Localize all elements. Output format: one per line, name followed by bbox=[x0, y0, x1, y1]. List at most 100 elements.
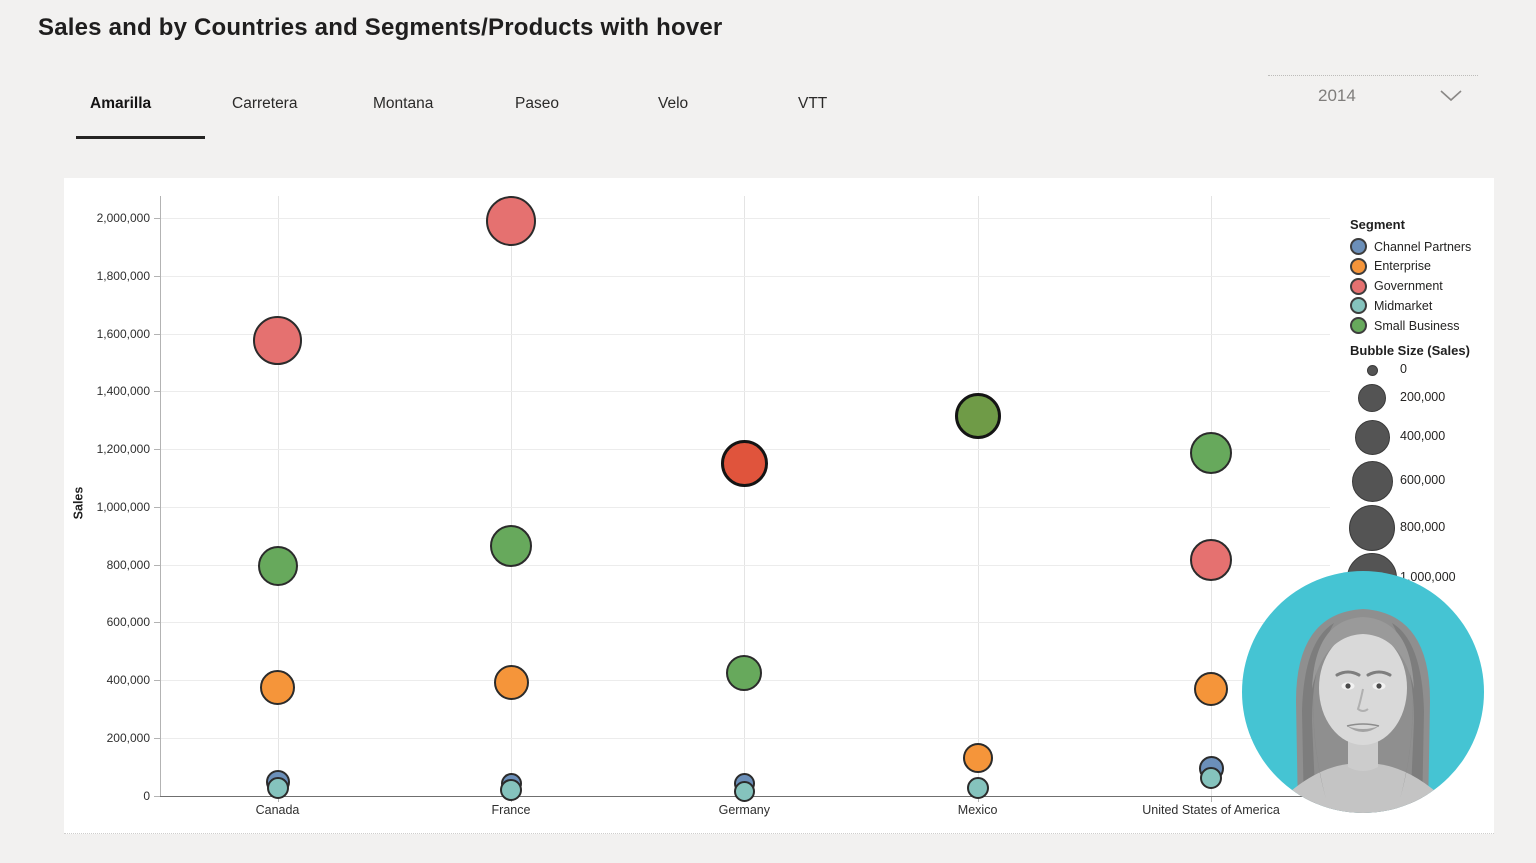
y-tick-mark bbox=[154, 622, 160, 624]
gridline-vertical bbox=[1211, 196, 1212, 796]
gridline-vertical bbox=[277, 196, 279, 796]
bubble-canada-small-business[interactable] bbox=[257, 545, 298, 586]
y-tick-mark bbox=[154, 333, 160, 335]
gridline-horizontal bbox=[160, 506, 1330, 508]
year-filter-dropdown[interactable]: 2014 bbox=[1268, 75, 1478, 115]
gridline-horizontal bbox=[160, 391, 1330, 393]
legend-item-label: Enterprise bbox=[1374, 259, 1431, 274]
bubble-france-midmarket[interactable] bbox=[500, 778, 522, 801]
size-legend-label: 800,000 bbox=[1400, 520, 1446, 534]
legend-item-enterprise[interactable]: Enterprise bbox=[1350, 257, 1431, 275]
bubble-germany-government[interactable] bbox=[720, 439, 768, 487]
y-axis-tick-label: 2,000,000 bbox=[96, 211, 150, 225]
y-axis-tick-label: 200,000 bbox=[106, 730, 150, 745]
bubble-canada-midmarket[interactable] bbox=[266, 776, 289, 799]
legend-item-government[interactable]: Government bbox=[1350, 277, 1443, 295]
page-title: Sales and by Countries and Segments/Prod… bbox=[38, 14, 723, 41]
segment-legend-title: Segment bbox=[1350, 217, 1405, 232]
y-axis-tick-label: 400,000 bbox=[106, 673, 150, 687]
year-filter-value: 2014 bbox=[1318, 85, 1356, 105]
y-axis-tick-label: 0 bbox=[143, 788, 150, 803]
tab-montana[interactable]: Montana bbox=[373, 95, 434, 112]
tab-amarilla[interactable]: Amarilla bbox=[90, 95, 152, 112]
y-tick-mark bbox=[154, 218, 160, 219]
size-legend-label: 600,000 bbox=[1400, 473, 1446, 487]
size-legend-label: 1,000,000 bbox=[1400, 570, 1456, 584]
bubble-mexico-small-business[interactable] bbox=[954, 392, 1001, 439]
tab-velo[interactable]: Velo bbox=[658, 95, 689, 112]
y-tick-mark bbox=[154, 795, 160, 797]
bubble-mexico-midmarket[interactable] bbox=[966, 777, 989, 800]
midmarket-swatch-icon bbox=[1350, 297, 1367, 315]
x-tick-mark bbox=[1211, 796, 1212, 802]
size-legend-label: 200,000 bbox=[1400, 390, 1446, 404]
bubble-united-states-of-america-enterprise[interactable] bbox=[1194, 671, 1228, 706]
bubble-united-states-of-america-government[interactable] bbox=[1190, 539, 1232, 582]
tab-paseo[interactable]: Paseo bbox=[515, 95, 559, 112]
x-axis-category-label: Mexico bbox=[957, 803, 998, 817]
x-tick-mark bbox=[977, 796, 979, 802]
bubble-united-states-of-america-midmarket[interactable] bbox=[1200, 767, 1222, 790]
size-legend-label: 0 bbox=[1400, 362, 1407, 376]
gridline-vertical bbox=[511, 196, 512, 796]
y-axis-tick-label: 1,800,000 bbox=[96, 268, 150, 283]
bubble-germany-midmarket[interactable] bbox=[733, 780, 755, 802]
size-legend-circle bbox=[1354, 419, 1390, 455]
government-swatch-icon bbox=[1350, 277, 1367, 295]
size-legend-label: 400,000 bbox=[1400, 429, 1446, 443]
size-legend-circle bbox=[1351, 460, 1393, 502]
channel-partners-swatch-icon bbox=[1350, 238, 1367, 255]
size-legend-circle bbox=[1358, 384, 1386, 412]
y-axis-tick-label: 600,000 bbox=[106, 615, 150, 630]
y-axis-title: Sales bbox=[71, 486, 86, 520]
x-axis-category-label: United States of America bbox=[1142, 803, 1280, 817]
small-business-swatch-icon bbox=[1350, 317, 1367, 335]
x-axis-category-label: France bbox=[491, 803, 531, 817]
gridline-horizontal bbox=[160, 275, 1330, 277]
legend-item-label: Small Business bbox=[1374, 318, 1460, 333]
bubble-canada-enterprise[interactable] bbox=[260, 669, 295, 705]
active-tab-underline bbox=[76, 136, 205, 139]
x-tick-mark bbox=[277, 796, 279, 802]
y-axis-tick-label: 1,200,000 bbox=[96, 442, 150, 456]
bubble-france-enterprise[interactable] bbox=[493, 665, 529, 701]
y-tick-mark bbox=[154, 680, 160, 681]
y-tick-mark bbox=[154, 449, 160, 450]
legend-item-label: Midmarket bbox=[1374, 298, 1433, 313]
gridline-horizontal bbox=[160, 333, 1330, 335]
gridline-vertical bbox=[977, 196, 979, 796]
gridline-horizontal bbox=[160, 218, 1330, 219]
y-tick-mark bbox=[154, 506, 160, 508]
bubble-france-small-business[interactable] bbox=[490, 524, 532, 567]
legend-item-midmarket[interactable]: Midmarket bbox=[1350, 297, 1433, 315]
y-tick-mark bbox=[154, 275, 160, 277]
gridline-horizontal bbox=[160, 564, 1330, 566]
bubble-france-government[interactable] bbox=[486, 195, 536, 246]
y-axis-line bbox=[160, 196, 161, 796]
y-axis-tick-label: 1,600,000 bbox=[96, 326, 150, 341]
tab-vtt[interactable]: VTT bbox=[798, 95, 828, 112]
legend-item-label: Government bbox=[1374, 279, 1443, 294]
legend-item-label: Channel Partners bbox=[1374, 239, 1472, 254]
legend-item-small-business[interactable]: Small Business bbox=[1350, 317, 1460, 335]
gridline-horizontal bbox=[160, 737, 1330, 739]
y-tick-mark bbox=[154, 564, 160, 566]
gridline-horizontal bbox=[160, 622, 1330, 624]
y-tick-mark bbox=[154, 391, 160, 393]
x-axis-category-label: Canada bbox=[255, 803, 300, 817]
y-axis-tick-label: 800,000 bbox=[106, 557, 150, 572]
tab-carretera[interactable]: Carretera bbox=[232, 95, 298, 112]
legend-item-channel-partners[interactable]: Channel Partners bbox=[1350, 238, 1471, 255]
bubble-germany-small-business[interactable] bbox=[726, 654, 763, 691]
bubble-size-legend-title: Bubble Size (Sales) bbox=[1350, 343, 1470, 358]
size-legend-circle bbox=[1349, 505, 1395, 551]
x-axis-category-label: Germany bbox=[718, 803, 770, 817]
chevron-down-icon bbox=[1440, 89, 1462, 101]
gridline-vertical bbox=[744, 196, 746, 796]
bubble-canada-government[interactable] bbox=[253, 316, 302, 366]
bubble-mexico-enterprise[interactable] bbox=[962, 742, 993, 773]
enterprise-swatch-icon bbox=[1350, 257, 1367, 275]
bubble-united-states-of-america-small-business[interactable] bbox=[1190, 432, 1232, 475]
size-legend-circle bbox=[1366, 364, 1378, 376]
